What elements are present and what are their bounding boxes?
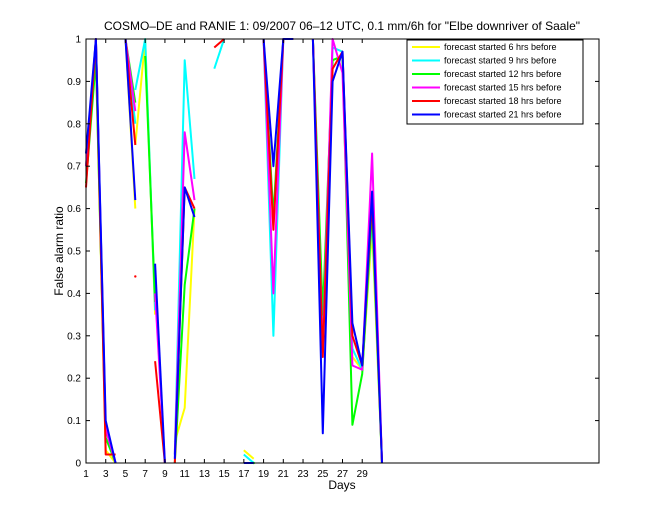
legend-label: forecast started 6 hrs before	[444, 42, 557, 52]
series-line-6	[85, 38, 383, 464]
x-tick-label: 25	[317, 469, 329, 480]
legend-label: forecast started 9 hrs before	[444, 56, 557, 66]
legend-label: forecast started 12 hrs before	[444, 69, 562, 79]
series-segment	[311, 38, 383, 464]
legend-label: forecast started 21 hrs before	[444, 110, 562, 120]
series-segment	[213, 38, 225, 49]
x-tick-label: 23	[297, 469, 309, 480]
x-tick-label: 17	[238, 469, 250, 480]
x-tick-label: 7	[142, 469, 148, 480]
x-axis: 1 3 5 7 9 11 13 15 17 19 21 23 25 27 29	[83, 39, 368, 480]
chart-title: COSMO–DE and RANIE 1: 09/2007 06–12 UTC,…	[104, 19, 580, 33]
series-segment	[85, 38, 117, 464]
x-tick-label: 27	[337, 469, 349, 480]
y-tick-label: 0.8	[67, 119, 81, 130]
y-tick-label: 0.6	[67, 204, 81, 215]
y-axis-label: False alarm ratio	[52, 206, 66, 296]
legend: forecast started 6 hrs before forecast st…	[406, 39, 584, 125]
y-tick-label: 0.9	[67, 77, 81, 88]
series-point	[134, 275, 137, 278]
x-tick-label: 19	[258, 469, 270, 480]
x-tick-label: 11	[179, 469, 190, 480]
y-tick-label: 0.2	[67, 374, 81, 385]
y-tick-label: 0.3	[67, 331, 81, 342]
y-tick-label: 0.1	[67, 416, 81, 427]
legend-label: forecast started 18 hrs before	[444, 96, 562, 106]
x-tick-label: 5	[123, 469, 129, 480]
x-tick-label: 21	[278, 469, 290, 480]
series-segment	[243, 449, 255, 460]
series-segment	[243, 453, 255, 464]
series-segment	[173, 208, 196, 443]
series-group	[85, 38, 383, 465]
y-axis: 0 0.1 0.2 0.3 0.4 0.5 0.6 0.7 0.8 0.9 1	[67, 35, 599, 470]
series-segment	[154, 263, 166, 464]
x-tick-label: 15	[219, 469, 231, 480]
x-tick-label: 1	[83, 469, 89, 480]
series-segment	[144, 55, 157, 302]
x-axis-label: Days	[328, 478, 355, 492]
y-tick-label: 0.7	[67, 162, 81, 173]
series-segment	[213, 38, 226, 70]
y-tick-label: 0.5	[67, 247, 81, 258]
series-segment	[173, 186, 196, 459]
series-segment	[173, 208, 196, 464]
y-tick-label: 0.4	[67, 289, 81, 300]
x-tick-label: 29	[357, 469, 369, 480]
y-tick-label: 1	[75, 35, 81, 46]
legend-label: forecast started 15 hrs before	[444, 83, 562, 93]
x-tick-label: 3	[103, 469, 109, 480]
y-tick-label: 0	[75, 459, 81, 470]
x-tick-label: 9	[162, 469, 168, 480]
legend-box	[406, 39, 584, 125]
series-segment	[124, 38, 137, 201]
x-tick-label: 13	[199, 469, 211, 480]
